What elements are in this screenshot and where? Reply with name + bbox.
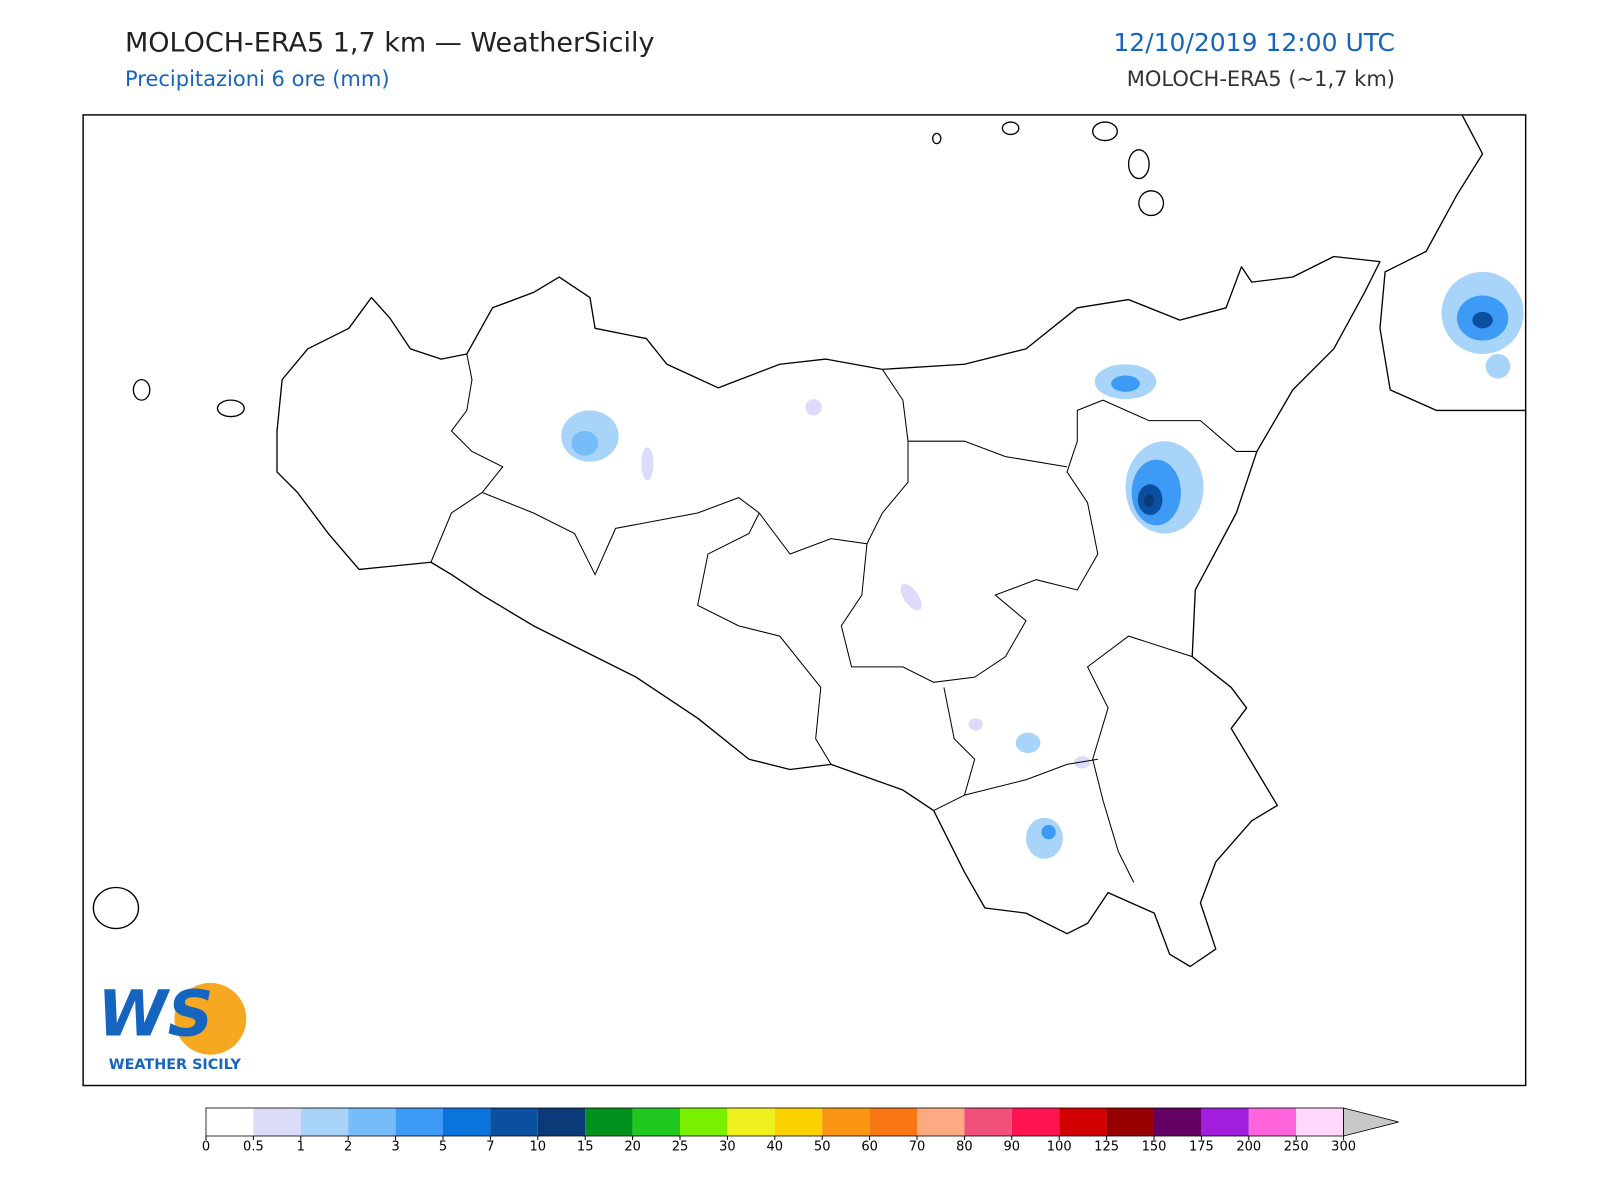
colorbar-segment xyxy=(680,1108,728,1136)
rain-area xyxy=(900,583,922,611)
colorbar-tick-label: 50 xyxy=(814,1140,831,1155)
colorbar-tick-label: 175 xyxy=(1189,1140,1214,1155)
colorbar-segment xyxy=(917,1108,965,1136)
colorbar-tick-label: 2 xyxy=(344,1140,352,1155)
colorbar-segment xyxy=(1059,1108,1107,1136)
border xyxy=(908,440,1068,468)
colorbar-tick-label: 0 xyxy=(202,1140,210,1155)
precipitation xyxy=(561,271,1524,859)
island xyxy=(1138,190,1165,217)
colorbar-segment xyxy=(585,1108,633,1136)
colorbar-segment xyxy=(632,1108,680,1136)
colorbar-segment xyxy=(537,1108,586,1136)
colorbar-tick-label: 90 xyxy=(1004,1140,1021,1155)
colorbar-segment xyxy=(300,1108,349,1136)
province-borders xyxy=(430,353,1257,883)
island xyxy=(1092,121,1118,142)
colorbar-segment xyxy=(253,1108,301,1136)
border xyxy=(964,758,1098,796)
colorbar-segment xyxy=(490,1108,538,1136)
colorbar-tick-label: 300 xyxy=(1331,1140,1356,1155)
map-frame xyxy=(82,114,1527,1087)
colorbar-tick-label: 100 xyxy=(1047,1140,1072,1155)
title: MOLOCH-ERA5 1,7 km — WeatherSicily xyxy=(125,28,655,59)
colorbar-tick-label: 15 xyxy=(577,1140,594,1155)
colorbar-segment xyxy=(1201,1108,1249,1136)
rain-area xyxy=(641,447,654,481)
border xyxy=(1086,635,1193,883)
subtitle: Precipitazioni 6 ore (mm) xyxy=(125,67,390,91)
colorbar-tick-label: 5 xyxy=(439,1140,447,1155)
datetime: 12/10/2019 12:00 UTC xyxy=(1113,28,1395,57)
colorbar-segment xyxy=(727,1108,775,1136)
colorbar-tick-label: 1 xyxy=(297,1140,305,1155)
logo-name: WEATHER SICILY xyxy=(109,1057,242,1073)
colorbar-segment xyxy=(206,1108,254,1136)
colorbar-segment xyxy=(443,1108,491,1136)
border xyxy=(840,399,1104,683)
colorbar-tick-label: 80 xyxy=(956,1140,973,1155)
colorbar-tick-label: 200 xyxy=(1236,1140,1261,1155)
border xyxy=(933,687,976,811)
island xyxy=(1001,121,1020,136)
colorbar-tick-label: 3 xyxy=(391,1140,399,1155)
colorbar-tick-label: 30 xyxy=(719,1140,736,1155)
logo-sun xyxy=(174,982,247,1055)
colorbar-tick-label: 150 xyxy=(1142,1140,1167,1155)
colorbar-tick-label: 20 xyxy=(624,1140,641,1155)
colorbar-tick-label: 7 xyxy=(486,1140,494,1155)
border xyxy=(1102,399,1257,452)
colorbar-segment xyxy=(1248,1108,1297,1136)
rain-area xyxy=(1026,817,1063,859)
rain-area xyxy=(1485,353,1511,379)
rain-area xyxy=(1472,311,1493,329)
rain-area xyxy=(805,399,822,416)
rain-area xyxy=(1015,732,1041,754)
colorbar-segment xyxy=(822,1108,870,1136)
map: WS WEATHER SICILY xyxy=(82,114,1527,1087)
colorbar-tick-label: 25 xyxy=(672,1140,689,1155)
model-label: MOLOCH-ERA5 (~1,7 km) xyxy=(1127,67,1395,91)
rain-area xyxy=(1041,824,1056,840)
colorbar-segment xyxy=(348,1108,396,1136)
island xyxy=(92,886,140,930)
colorbar-tick-label: 10 xyxy=(530,1140,547,1155)
colorbar-tick-label: 250 xyxy=(1284,1140,1309,1155)
colorbar-tick-label: 40 xyxy=(767,1140,784,1155)
island xyxy=(132,378,151,401)
colorbar-segment xyxy=(774,1108,823,1136)
islands xyxy=(92,121,1165,930)
rain-area xyxy=(571,430,599,456)
border xyxy=(697,512,832,765)
colorbar-tick-label: 60 xyxy=(861,1140,878,1155)
island xyxy=(1127,149,1150,180)
rain-area xyxy=(1111,375,1140,392)
logo-letters: WS xyxy=(97,977,213,1051)
colorbar-segment xyxy=(395,1108,443,1136)
colorbar-segment xyxy=(1154,1108,1202,1136)
coastline-calabria xyxy=(1379,114,1526,412)
colorbar-tick-label: 70 xyxy=(909,1140,926,1155)
island xyxy=(216,399,245,418)
colorbar-tick-label: 0.5 xyxy=(243,1140,264,1155)
coastline-sicily xyxy=(276,255,1381,968)
colorbar-tick-label: 125 xyxy=(1094,1140,1119,1155)
rain-area xyxy=(1143,494,1155,507)
rain-area xyxy=(968,718,983,731)
logo: WS WEATHER SICILY xyxy=(97,977,247,1073)
colorbar-segment xyxy=(1296,1108,1344,1136)
colorbar-segment xyxy=(964,1108,1012,1136)
border xyxy=(430,353,504,563)
border xyxy=(482,369,909,576)
colorbar-segment xyxy=(1106,1108,1154,1136)
colorbar-extension xyxy=(1343,1107,1399,1137)
colorbar: 0 0.5 1 2 3 5 7 10 15 20 25 30 40 50 60 70 80 90 100 125 150… xyxy=(202,1107,1399,1155)
colorbar-segment xyxy=(869,1108,917,1136)
island xyxy=(931,132,942,145)
colorbar-segment xyxy=(1011,1108,1060,1136)
